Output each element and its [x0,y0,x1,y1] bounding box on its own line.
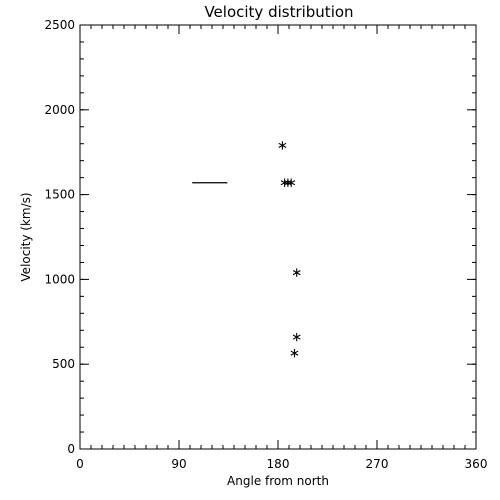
data-point [290,348,299,358]
x-tick-label: 270 [366,457,389,471]
x-tick-label: 180 [267,457,290,471]
data-marks [192,141,301,358]
data-point [278,141,287,150]
data-point [280,178,289,187]
x-axis-label: Angle from north [227,474,329,488]
tick-labels: 0 90 180 270 360 0 500 1000 1500 2000 2500 [44,18,487,471]
x-tick-label: 0 [76,457,84,471]
y-tick-label: 1000 [44,272,75,286]
axis-ticks [79,24,477,450]
data-point [287,178,296,187]
asterisk-stroke [292,334,301,340]
y-tick-label: 0 [67,442,75,456]
chart-title: Velocity distribution [204,3,353,21]
x-tick-label: 360 [465,457,488,471]
data-point [292,332,301,342]
y-tick-label: 500 [52,357,75,371]
asterisk-stroke [292,270,301,276]
asterisk-stroke [278,142,287,148]
asterisk-stroke [283,180,292,186]
plot-frame [79,24,477,450]
y-tick-label: 2500 [44,18,75,32]
x-tick-label: 90 [171,457,186,471]
y-axis-label: Velocity (km/s) [19,192,33,281]
y-tick-label: 2000 [44,103,75,117]
asterisk-stroke [287,180,296,186]
data-point [283,178,292,187]
data-point [292,268,301,277]
y-tick-label: 1500 [44,188,75,202]
asterisk-stroke [290,350,299,356]
asterisk-stroke [280,180,289,186]
